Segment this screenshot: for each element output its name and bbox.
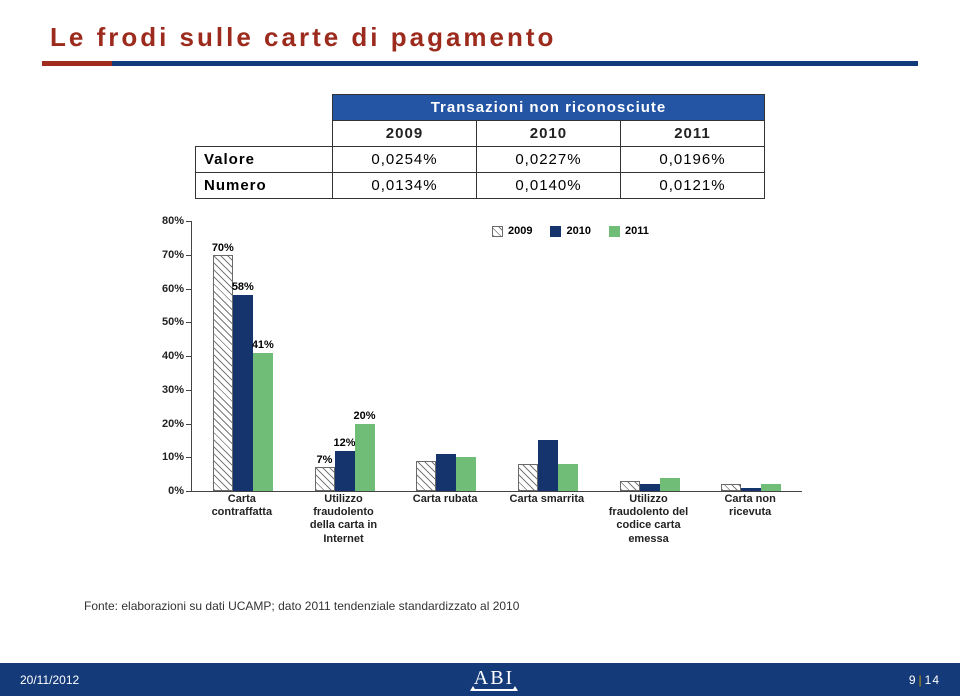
bar-chart: 2009 2010 2011 0% 10% 20% 30% 40% 50% 60% 70% 80% 7…: [145, 213, 815, 563]
table-cell: 0,0254%: [333, 147, 477, 173]
table-header-title: Transazioni non riconosciute: [333, 95, 765, 121]
category-label: Carta nonricevuta: [700, 493, 800, 519]
legend-item: 2009: [492, 225, 532, 237]
y-tick-label: 80%: [150, 215, 184, 227]
y-tick-label: 0%: [150, 485, 184, 497]
table-cell: 0,0121%: [620, 173, 764, 199]
footer-page: 9|14: [909, 673, 940, 687]
bar: 20%: [355, 424, 375, 492]
page-footer: 20/11/2012 ABI 9|14: [0, 663, 960, 696]
category-label: Utilizzofraudolentodella carta inInterne…: [294, 493, 394, 546]
chart-legend: 2009 2010 2011: [492, 225, 649, 237]
y-tick-label: 20%: [150, 418, 184, 430]
y-tick-label: 10%: [150, 451, 184, 463]
bar: 70%: [213, 255, 233, 491]
row-label: Numero: [196, 173, 333, 199]
bar: [620, 481, 640, 491]
bar: 58%: [233, 295, 253, 491]
bar: [416, 461, 436, 491]
col-year-0: 2009: [333, 121, 477, 147]
bar: [558, 464, 578, 491]
legend-item: 2010: [550, 225, 590, 237]
category-label: Utilizzofraudolento delcodice cartaemess…: [599, 493, 699, 546]
bar: [741, 488, 761, 491]
bar: [538, 440, 558, 491]
bar: 7%: [315, 467, 335, 491]
bar: [721, 484, 741, 491]
bar: 41%: [253, 353, 273, 491]
bar: 12%: [335, 451, 355, 492]
table-cell: 0,0196%: [620, 147, 764, 173]
col-year-1: 2010: [476, 121, 620, 147]
bar: [518, 464, 538, 491]
y-tick-label: 60%: [150, 283, 184, 295]
data-table: Transazioni non riconosciute 2009 2010 2…: [195, 94, 765, 199]
bar: [436, 454, 456, 491]
category-label: Carta rubata: [395, 493, 495, 506]
source-note: Fonte: elaborazioni su dati UCAMP; dato …: [84, 599, 918, 613]
page-title: Le frodi sulle carte di pagamento: [50, 22, 918, 53]
bar: [640, 484, 660, 491]
y-tick-label: 50%: [150, 316, 184, 328]
header-rule: [42, 61, 918, 66]
table-cell: 0,0134%: [333, 173, 477, 199]
legend-item: 2011: [609, 225, 649, 237]
bar-value-label: 20%: [353, 410, 375, 422]
category-label: Carta smarrita: [497, 493, 597, 506]
bar-value-label: 70%: [212, 242, 234, 254]
footer-logo: ABI: [471, 668, 517, 691]
row-label: Valore: [196, 147, 333, 173]
footer-date: 20/11/2012: [20, 673, 79, 687]
bar-value-label: 58%: [232, 281, 254, 293]
col-year-2: 2011: [620, 121, 764, 147]
bar: [660, 478, 680, 492]
bar-value-label: 7%: [317, 454, 333, 466]
y-tick-label: 40%: [150, 350, 184, 362]
bar: [456, 457, 476, 491]
bar: [761, 484, 781, 491]
y-tick-label: 30%: [150, 384, 184, 396]
table-cell: 0,0140%: [476, 173, 620, 199]
category-label: Cartacontraffatta: [192, 493, 292, 519]
y-tick-label: 70%: [150, 249, 184, 261]
table-cell: 0,0227%: [476, 147, 620, 173]
bar-value-label: 12%: [333, 437, 355, 449]
bar-value-label: 41%: [252, 339, 274, 351]
